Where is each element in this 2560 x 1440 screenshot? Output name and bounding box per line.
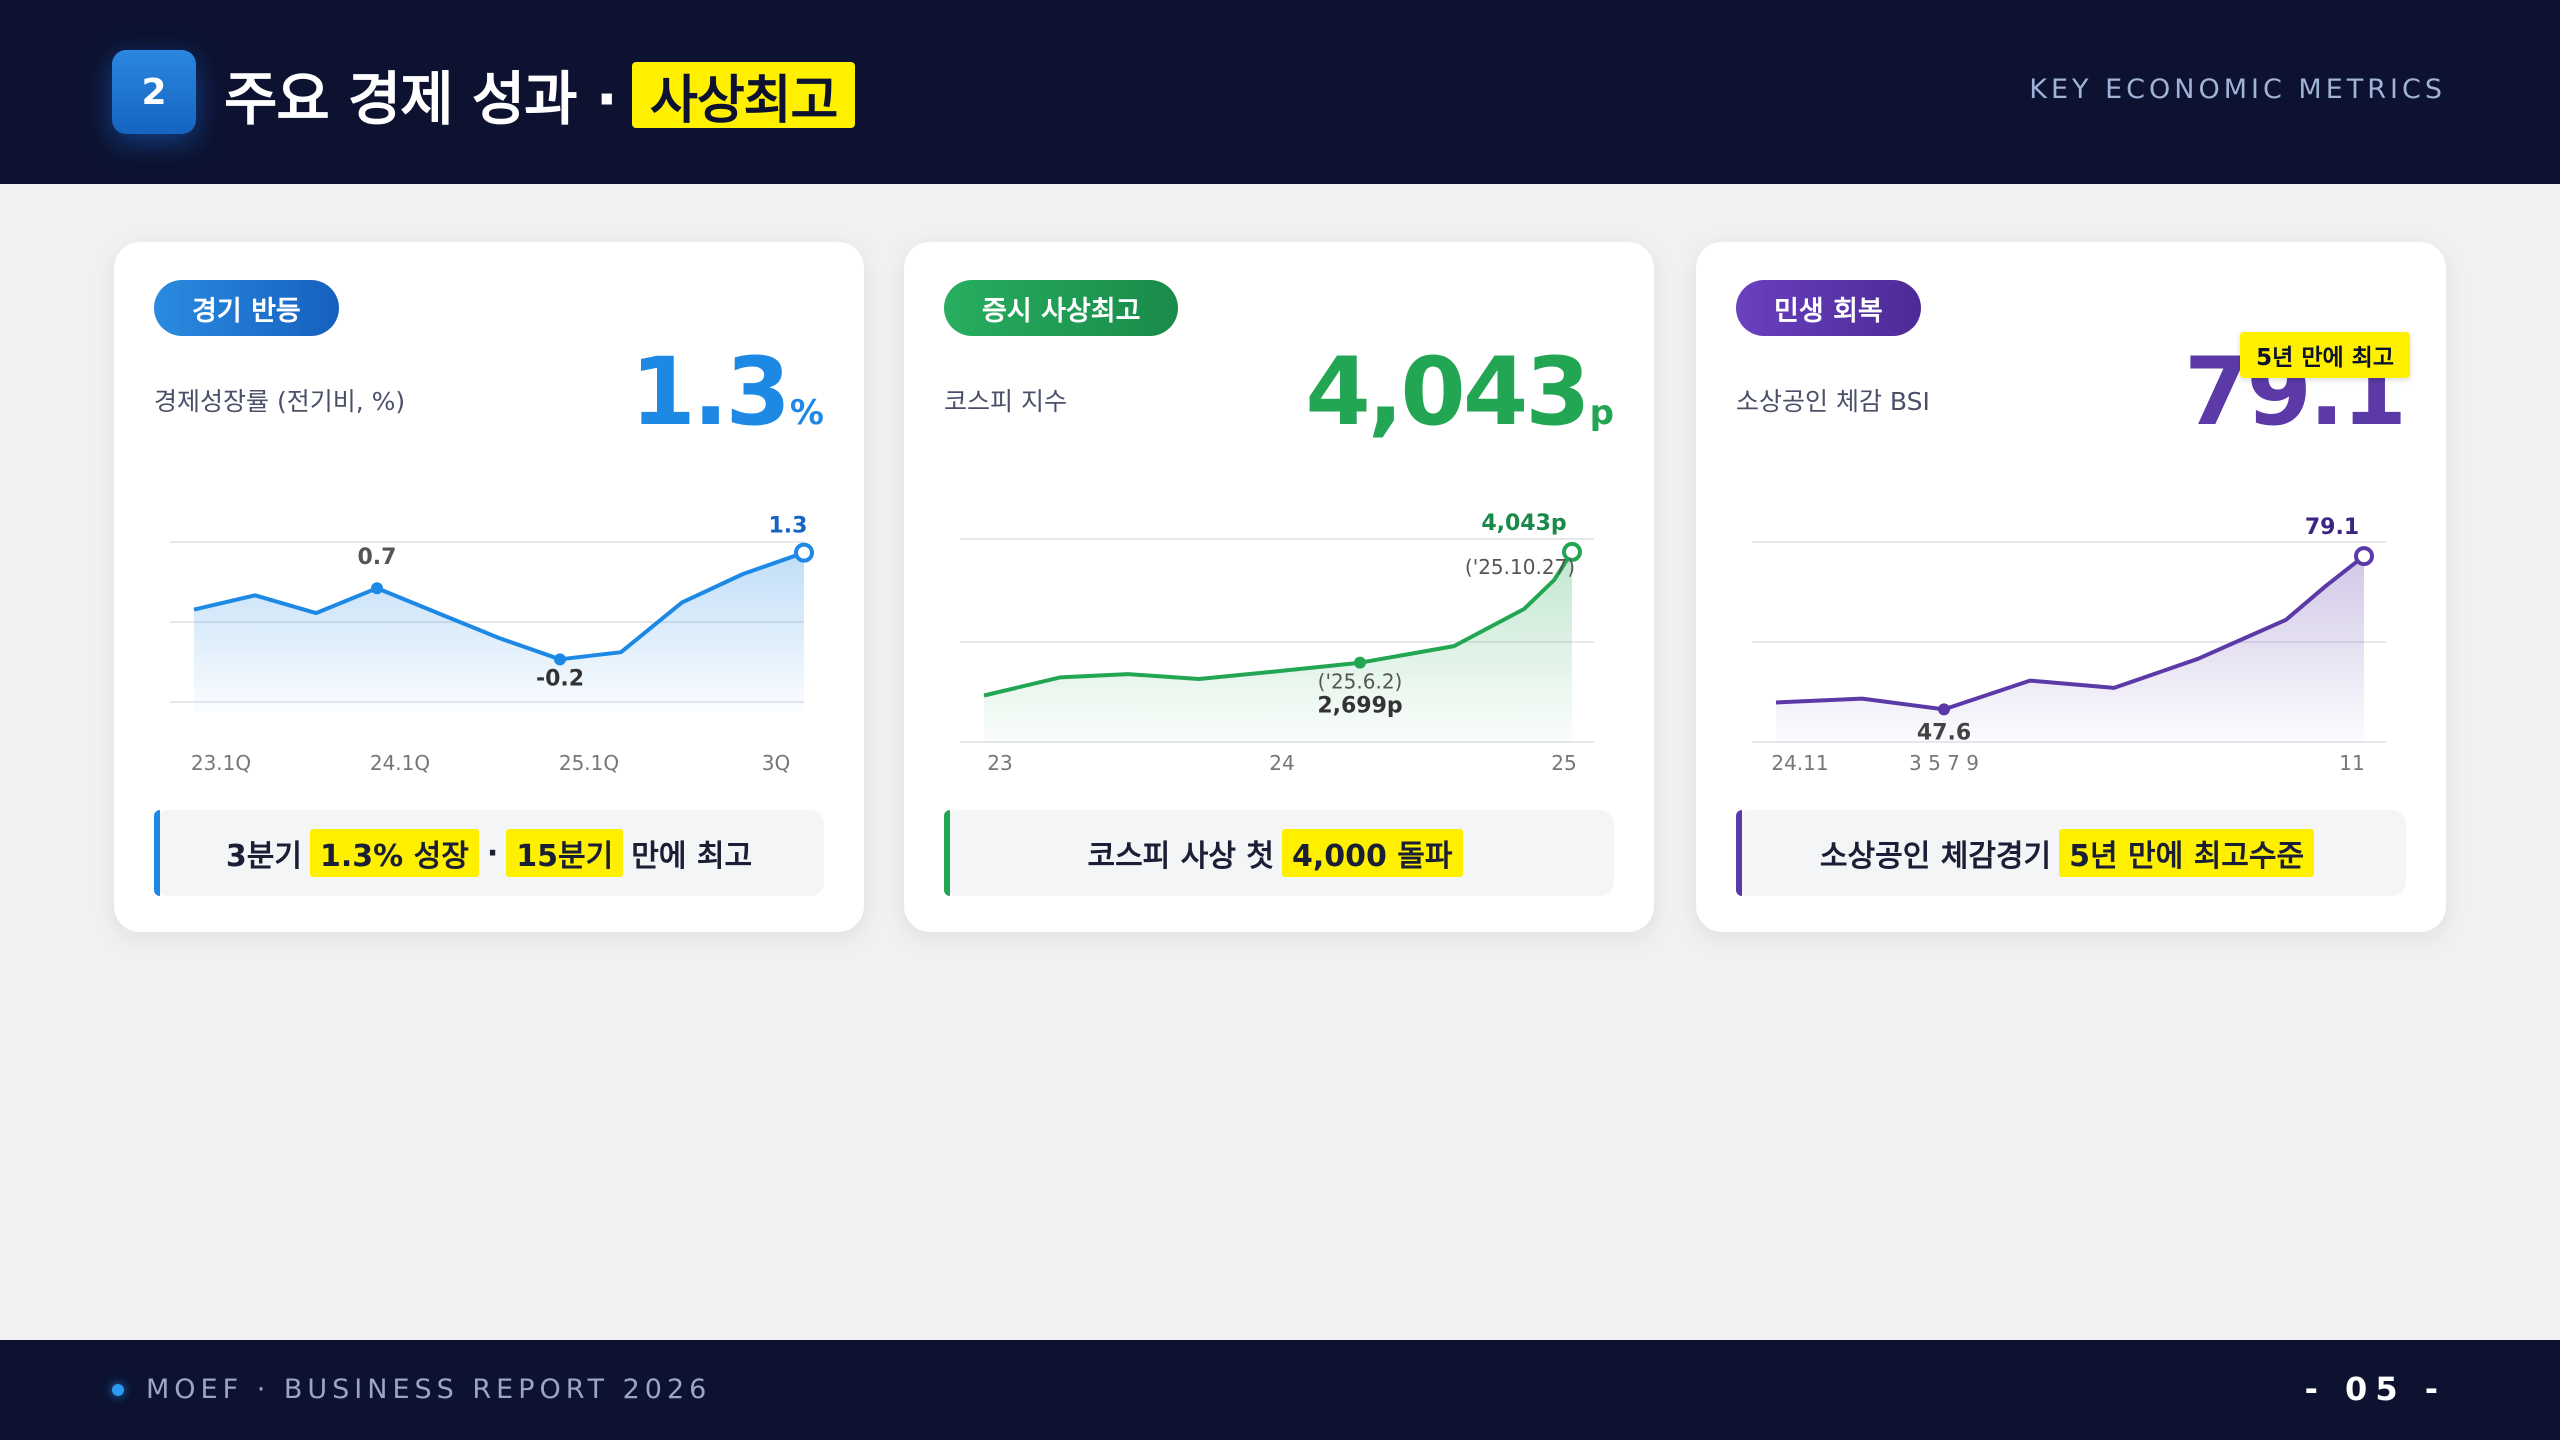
data-label: 0.7 xyxy=(358,545,397,570)
summary-box: 3분기 1.3% 성장 · 15분기 만에 최고 xyxy=(154,810,824,896)
bsi-chart: 24.11 3 5 7 9 11 47.6 79.1 xyxy=(1752,515,2386,775)
x-tick-label: 23.1Q xyxy=(191,751,251,775)
metric-label: 소상공인 체감 BSI xyxy=(1736,387,1930,416)
metric-unit: % xyxy=(789,393,824,433)
category-tag: 민생 회복 xyxy=(1736,280,1921,336)
data-point xyxy=(1938,703,1950,716)
metric-label: 경제성장률 (전기비, %) xyxy=(154,387,406,416)
x-tick-label: 3 5 7 9 xyxy=(1909,751,1979,775)
category-tag: 경기 반등 xyxy=(154,280,339,336)
series-line xyxy=(193,550,805,662)
title-highlight: 사상최고 xyxy=(632,62,856,131)
data-label: 2,699p xyxy=(1317,694,1402,719)
section-number-badge: 2 xyxy=(112,50,196,134)
data-label: 47.6 xyxy=(1917,720,1971,745)
page-header: 2 주요 경제 성과 · 사상최고 KEY ECONOMIC METRICS xyxy=(0,0,2560,184)
data-point xyxy=(1354,656,1366,669)
footer-report-name: MOEF · BUSINESS REPORT 2026 xyxy=(146,1374,712,1405)
footer-dot-icon xyxy=(112,1384,124,1396)
data-point-last xyxy=(2354,546,2374,567)
data-point-last xyxy=(1562,541,1582,562)
x-tick-label: 23 xyxy=(987,751,1012,775)
summary-box: 코스피 사상 첫 4,000 돌파 xyxy=(944,810,1614,896)
summary-prefix: 코스피 사상 첫 xyxy=(1087,839,1274,874)
data-point xyxy=(554,653,566,666)
record-badge: 5년 만에 최고 xyxy=(2240,332,2410,378)
metric-value: 4,043p xyxy=(1305,346,1614,440)
gdp-growth-chart: 23.1Q 24.1Q 25.1Q 3Q 0.7 -0.2 1.3 xyxy=(170,514,814,775)
metric-card-bsi: 민생 회복 소상공인 체감 BSI 79.1 5년 만에 최고 24.11 3 5… xyxy=(1696,242,2446,932)
metric-label: 코스피 지수 xyxy=(944,387,1067,416)
x-tick-label: 3Q xyxy=(762,751,790,775)
series-area xyxy=(194,552,804,712)
summary-separator: · xyxy=(486,835,499,871)
metric-card-growth: 경기 반등 경제성장률 (전기비, %) 1.3% 23.1Q 24.1Q 25.1… xyxy=(114,242,864,932)
series-area xyxy=(1776,556,2364,742)
series-line xyxy=(983,550,1574,698)
x-tick-label: 25.1Q xyxy=(559,751,619,775)
series-area xyxy=(984,551,1572,742)
metric-unit: p xyxy=(1589,393,1614,433)
page-title: 주요 경제 성과 · xyxy=(224,65,618,133)
data-label: ('25.10.27) xyxy=(1465,555,1575,579)
category-tag: 증시 사상최고 xyxy=(944,280,1179,336)
page-subtitle-en: KEY ECONOMIC METRICS xyxy=(2029,74,2446,105)
summary-prefix: 소상공인 체감경기 xyxy=(1819,839,2052,874)
summary-highlight: 5년 만에 최고수준 xyxy=(2059,829,2315,877)
summary-prefix: 3분기 xyxy=(225,839,302,874)
metric-value: 1.3% xyxy=(630,346,824,440)
series-line xyxy=(1775,554,2366,712)
metric-number: 1.3 xyxy=(630,338,791,447)
data-point xyxy=(371,582,383,595)
summary-suffix: 만에 최고 xyxy=(631,839,753,874)
page-number: - 05 - xyxy=(2304,1370,2446,1408)
summary-box: 소상공인 체감경기 5년 만에 최고수준 xyxy=(1736,810,2406,896)
data-label: -0.2 xyxy=(536,666,584,691)
summary-highlight: 4,000 돌파 xyxy=(1281,829,1463,877)
metric-card-kospi: 증시 사상최고 코스피 지수 4,043p 23 24 25 ('25.6.2) 2,6… xyxy=(904,242,1654,932)
x-tick-label: 24.11 xyxy=(1771,751,1828,775)
data-label: 1.3 xyxy=(769,514,808,539)
summary-highlight: 15분기 xyxy=(506,829,624,877)
metric-number: 4,043 xyxy=(1305,338,1590,447)
x-tick-label: 11 xyxy=(2339,751,2364,775)
x-tick-label: 24 xyxy=(1269,751,1294,775)
summary-highlight: 1.3% 성장 xyxy=(310,829,479,877)
page-footer: MOEF · BUSINESS REPORT 2026 - 05 - xyxy=(0,1340,2560,1440)
data-label: 79.1 xyxy=(2305,515,2359,540)
data-label: ('25.6.2) xyxy=(1318,670,1403,694)
data-point-last xyxy=(794,542,814,563)
data-label: 4,043p xyxy=(1481,511,1566,536)
x-tick-label: 25 xyxy=(1551,751,1576,775)
kospi-chart: 23 24 25 ('25.6.2)2,699p 4,043p ('25.10.27) xyxy=(960,511,1594,775)
x-tick-label: 24.1Q xyxy=(370,751,430,775)
